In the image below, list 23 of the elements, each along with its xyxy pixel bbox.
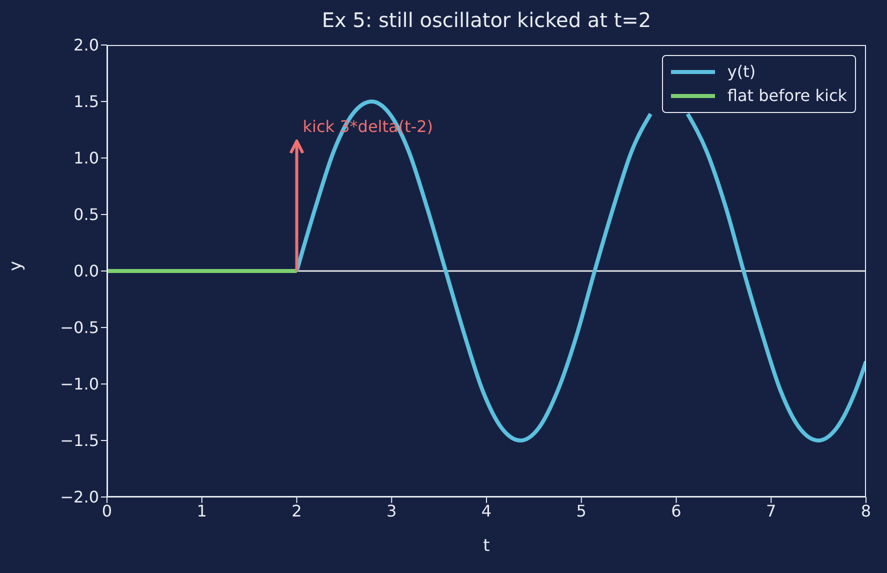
legend-label: y(t) xyxy=(727,61,756,83)
x-tick-label: 6 xyxy=(671,501,682,520)
y-tick-label: 0.5 xyxy=(74,205,99,224)
y-tick-label: 0.0 xyxy=(74,262,99,281)
x-axis-title: t xyxy=(483,536,490,556)
y-tick-label: −0.5 xyxy=(60,318,99,338)
y-axis-title: y xyxy=(6,260,26,271)
x-tick-label: 4 xyxy=(481,501,492,520)
x-tick-label: 1 xyxy=(196,501,207,520)
x-tick-label: 7 xyxy=(766,501,776,520)
chart-title: Ex 5: still oscillator kicked at t=2 xyxy=(320,8,652,32)
y-tick-label: −2.0 xyxy=(60,488,99,507)
y-tick-label: 1.0 xyxy=(74,148,99,168)
x-tick-label: 2 xyxy=(292,501,302,520)
x-tick-label: 5 xyxy=(576,501,586,520)
legend-label: flat before kick xyxy=(727,85,847,107)
y-tick-label: 2.0 xyxy=(74,36,99,55)
y-tick-label: −1.0 xyxy=(60,374,99,394)
x-tick-label: 0 xyxy=(102,501,112,520)
x-tick-label: 8 xyxy=(860,501,872,520)
x-tick-label: 3 xyxy=(386,501,397,520)
y-tick-label: −1.5 xyxy=(60,431,99,450)
y-tick-label: 1.5 xyxy=(74,92,99,112)
